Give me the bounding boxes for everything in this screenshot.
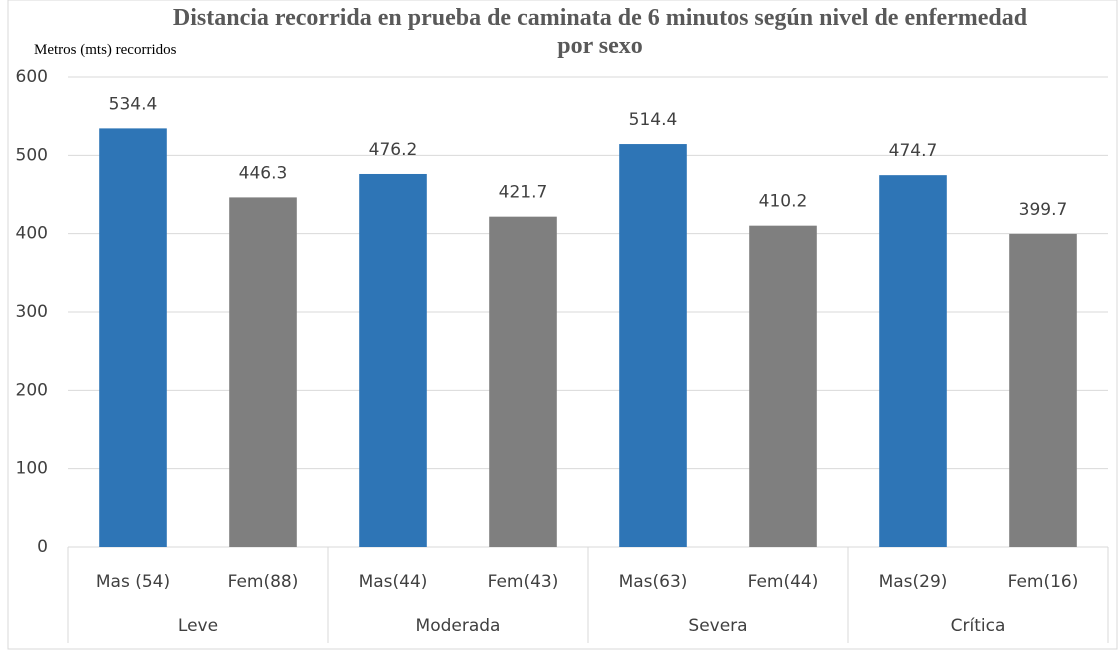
y-tick-label: 100: [16, 459, 48, 479]
x-tick-label: Mas(29): [879, 572, 948, 592]
group-label: Moderada: [416, 616, 501, 636]
x-tick-label: Fem(16): [1008, 572, 1079, 592]
y-tick-label: 400: [16, 224, 48, 244]
group-label: Crítica: [951, 616, 1006, 636]
value-label: 446.3: [239, 163, 288, 183]
chart-border: [7, 0, 1118, 650]
y-tick-label: 0: [37, 537, 48, 557]
bar: [1009, 233, 1077, 547]
x-tick-label: Mas (54): [96, 572, 170, 592]
group-label: Severa: [688, 616, 747, 636]
y-tick-label: 600: [16, 67, 48, 87]
chart-title: Distancia recorrida en prueba de caminat…: [172, 5, 1028, 59]
bar: [99, 128, 167, 548]
bar: [229, 197, 297, 548]
x-tick-label: Fem(88): [228, 572, 299, 592]
x-tick-label: Fem(43): [488, 572, 559, 592]
y-axis-label: Metros (mts) recorridos: [34, 42, 177, 58]
value-label: 410.2: [759, 192, 808, 212]
x-tick-label: Mas(63): [619, 572, 688, 592]
group-label: Leve: [178, 616, 218, 636]
bar: [879, 175, 947, 547]
value-label: 514.4: [629, 110, 678, 130]
bar: [749, 225, 817, 547]
bar: [619, 144, 687, 547]
value-label: 474.7: [889, 141, 938, 161]
bar: [489, 216, 557, 547]
y-tick-label: 200: [16, 380, 48, 400]
y-tick-label: 500: [16, 145, 48, 165]
x-tick-label: Mas(44): [359, 572, 428, 592]
x-tick-label: Fem(44): [748, 572, 819, 592]
value-label: 534.4: [109, 94, 158, 114]
value-label: 476.2: [369, 140, 418, 160]
value-label: 399.7: [1019, 200, 1068, 220]
bar: [359, 173, 427, 547]
y-tick-label: 300: [16, 302, 48, 322]
value-label: 421.7: [499, 183, 548, 203]
